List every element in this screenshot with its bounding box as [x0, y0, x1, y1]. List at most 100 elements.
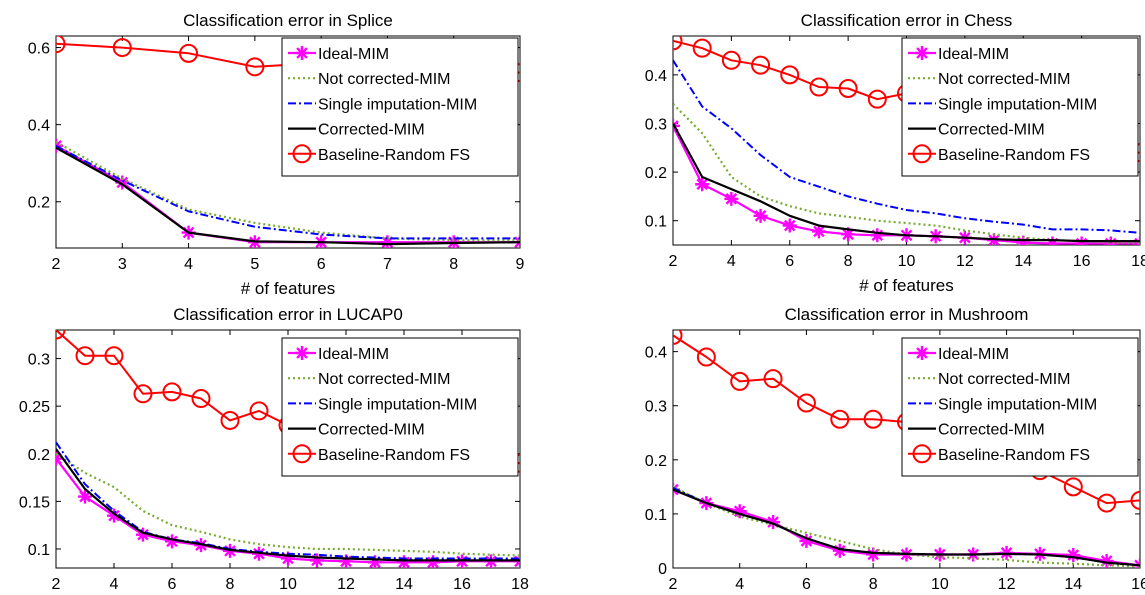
- series-line-corrected-mim: [56, 448, 520, 562]
- data-point-baseline-random-fs: [796, 393, 816, 413]
- x-tick-label: 2: [52, 576, 61, 593]
- data-point-baseline-random-fs: [112, 38, 132, 58]
- data-point-baseline-random-fs: [1130, 490, 1140, 510]
- data-point-baseline-random-fs: [838, 78, 858, 98]
- legend: Ideal-MIM Not corrected-MIM Single imputat…: [281, 337, 519, 477]
- legend: Ideal-MIM Not corrected-MIM Single imputat…: [901, 337, 1139, 477]
- data-point-ideal-mim: [799, 533, 814, 548]
- x-tick-label: 10: [279, 576, 297, 593]
- y-tick-label: 0.4: [28, 118, 50, 135]
- x-tick-label: 16: [1131, 576, 1145, 593]
- data-point-baseline-random-fs: [179, 43, 199, 63]
- x-tick-label: 8: [226, 576, 235, 593]
- data-point-ideal-mim: [724, 191, 739, 206]
- x-tick-label: 14: [1014, 253, 1032, 270]
- data-point-baseline-random-fs: [780, 65, 800, 85]
- data-point-baseline-random-fs: [721, 50, 741, 70]
- x-tick-label: 16: [1073, 253, 1091, 270]
- legend-box: [901, 37, 1139, 177]
- x-tick-label: 6: [802, 576, 811, 593]
- x-tick-label: 8: [844, 253, 853, 270]
- data-point-ideal-mim: [1016, 235, 1031, 245]
- series-line-single-imputation-mim: [56, 145, 520, 240]
- series-line-corrected-mim: [673, 488, 1140, 567]
- chart-title: Classification error in Chess: [801, 11, 1013, 30]
- x-tick-label: 12: [998, 576, 1016, 593]
- y-tick-label: 0.2: [28, 195, 50, 212]
- data-point-ideal-mim: [281, 551, 295, 566]
- legend-label: Not corrected-MIM: [938, 371, 1070, 388]
- y-tick-label: 0.1: [645, 214, 667, 231]
- data-point-ideal-mim: [339, 554, 353, 568]
- chart-panel-1: Classification error in Splice # of featu…: [28, 11, 525, 298]
- data-point-baseline-random-fs: [863, 409, 883, 429]
- y-tick-label: 0.4: [645, 345, 667, 362]
- data-point-ideal-mim: [368, 555, 382, 568]
- x-tick-label: 18: [511, 576, 529, 593]
- series-line-not-corrected-mim: [56, 452, 520, 557]
- data-point-ideal-mim: [1045, 236, 1060, 245]
- legend-marker-baseline-random-fs: [292, 144, 312, 164]
- y-tick-label: 0.2: [645, 453, 667, 470]
- chart-panel-3: Classification error in LUCAP0# of featu…: [19, 305, 529, 593]
- x-tick-label: 2: [52, 256, 61, 273]
- x-axis-label: # of features: [241, 279, 336, 298]
- legend-label: Not corrected-MIM: [318, 71, 450, 88]
- y-tick-label: 0.25: [19, 399, 50, 416]
- data-point-baseline-random-fs: [763, 369, 783, 389]
- x-tick-label: 4: [727, 253, 736, 270]
- legend-label: Baseline-Random FS: [318, 447, 470, 464]
- data-point-ideal-mim: [310, 553, 324, 568]
- data-point-ideal-mim: [782, 218, 797, 233]
- data-point-ideal-mim: [1074, 236, 1089, 245]
- legend-label: Single imputation-MIM: [318, 396, 477, 413]
- data-point-baseline-random-fs: [730, 371, 750, 391]
- data-point-ideal-mim: [165, 534, 179, 549]
- legend-box: [281, 337, 519, 477]
- data-point-baseline-random-fs: [104, 346, 124, 366]
- data-point-baseline-random-fs: [1063, 477, 1083, 497]
- legend-label: Baseline-Random FS: [938, 447, 1090, 464]
- x-tick-label: 2: [669, 576, 678, 593]
- y-tick-label: 0.1: [28, 542, 50, 559]
- data-point-ideal-mim: [107, 508, 121, 523]
- x-tick-label: 12: [337, 576, 355, 593]
- y-tick-label: 0.2: [645, 165, 667, 182]
- chart-title: Classification error in Mushroom: [785, 305, 1029, 324]
- y-tick-label: 0.6: [28, 41, 50, 58]
- legend-label: Corrected-MIM: [938, 422, 1045, 439]
- data-point-ideal-mim: [380, 235, 395, 248]
- legend-label: Ideal-MIM: [938, 46, 1009, 63]
- data-point-ideal-mim: [56, 451, 63, 466]
- series-line-single-imputation-mim: [673, 59, 1140, 234]
- data-point-baseline-random-fs: [1097, 493, 1117, 513]
- x-tick-label: 4: [735, 576, 744, 593]
- legend-label: Ideal-MIM: [318, 46, 389, 63]
- data-point-baseline-random-fs: [673, 36, 683, 51]
- x-tick-label: 12: [956, 253, 974, 270]
- x-tick-label: 16: [453, 576, 471, 593]
- data-point-ideal-mim: [832, 543, 847, 558]
- data-point-baseline-random-fs: [696, 347, 716, 367]
- legend-label: Baseline-Random FS: [318, 147, 470, 164]
- series-line-single-imputation-mim: [56, 441, 520, 560]
- data-point-baseline-random-fs: [867, 89, 887, 109]
- y-tick-label: 0.1: [645, 507, 667, 524]
- y-tick-label: 0: [658, 561, 667, 578]
- legend-box: [281, 37, 519, 177]
- legend-label: Single imputation-MIM: [318, 96, 477, 113]
- data-point-baseline-random-fs: [692, 38, 712, 58]
- series-line-corrected-mim: [56, 146, 520, 246]
- chart-panel-4: Classification error in Mushroom# of fea…: [645, 305, 1145, 593]
- data-point-ideal-mim: [766, 515, 781, 530]
- legend-label: Not corrected-MIM: [318, 371, 450, 388]
- y-tick-label: 0.4: [645, 68, 667, 85]
- data-point-baseline-random-fs: [220, 410, 240, 430]
- legend-marker-ideal-mim: [295, 46, 309, 60]
- x-tick-label: 3: [118, 256, 127, 273]
- data-point-ideal-mim: [426, 555, 440, 568]
- legend-marker-baseline-random-fs: [912, 144, 932, 164]
- x-tick-label: 10: [898, 253, 916, 270]
- x-tick-label: 8: [869, 576, 878, 593]
- legend-label: Single imputation-MIM: [938, 396, 1097, 413]
